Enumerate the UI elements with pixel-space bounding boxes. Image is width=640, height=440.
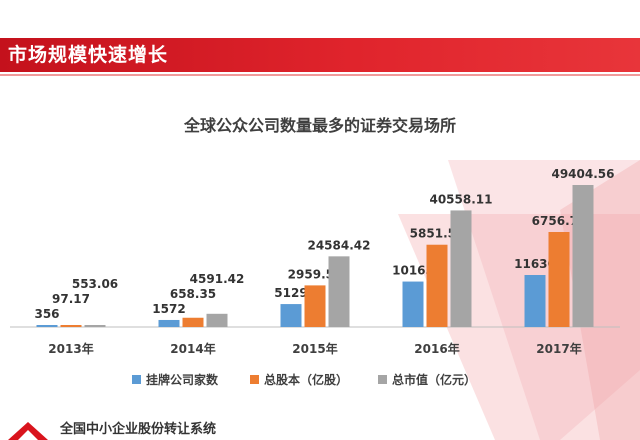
data-label: 658.35 bbox=[170, 287, 216, 301]
bar-1-1 bbox=[36, 325, 58, 327]
bar-1-2 bbox=[158, 319, 180, 327]
bar-1-3 bbox=[280, 304, 302, 327]
data-label: 4591.42 bbox=[190, 272, 245, 286]
bar-2-4 bbox=[426, 244, 448, 327]
data-label: 49404.56 bbox=[551, 167, 614, 181]
data-label: 10163 bbox=[392, 264, 434, 278]
x-tick-label: 2017年 bbox=[536, 341, 581, 356]
page-title: 市场规模快速增长 bbox=[8, 44, 169, 66]
data-label: 40558.11 bbox=[429, 192, 492, 206]
data-label: 5129 bbox=[274, 286, 307, 300]
bar-2-5 bbox=[548, 232, 570, 327]
header-divider bbox=[0, 74, 640, 76]
data-label: 11630 bbox=[514, 257, 556, 271]
bar-2-1 bbox=[60, 325, 82, 327]
bar-2-3 bbox=[304, 285, 326, 327]
legend-label: 总市值（亿元） bbox=[392, 372, 476, 387]
bar-1-4 bbox=[402, 281, 424, 327]
bar-3-2 bbox=[206, 313, 228, 327]
data-label: 356 bbox=[34, 307, 59, 321]
data-label: 553.06 bbox=[72, 277, 118, 291]
legend-swatch bbox=[250, 375, 259, 384]
data-label: 24584.42 bbox=[307, 238, 370, 252]
legend-swatch bbox=[378, 375, 387, 384]
bar-2-2 bbox=[182, 317, 204, 327]
legend-label: 挂牌公司家数 bbox=[146, 372, 219, 387]
x-tick-label: 2014年 bbox=[170, 341, 215, 356]
bar-3-3 bbox=[328, 256, 350, 327]
data-label: 97.17 bbox=[52, 292, 90, 306]
bar-3-4 bbox=[450, 210, 472, 327]
x-tick-label: 2015年 bbox=[292, 341, 337, 356]
footer-text: 全国中小企业股份转让系统 bbox=[60, 422, 217, 437]
legend-swatch bbox=[132, 375, 141, 384]
bar-1-5 bbox=[524, 275, 546, 327]
data-label: 1572 bbox=[152, 302, 185, 316]
x-tick-label: 2016年 bbox=[414, 341, 459, 356]
bar-3-5 bbox=[572, 185, 594, 327]
chart-title: 全球公众公司数量最多的证券交易场所 bbox=[183, 116, 456, 135]
logo-icon bbox=[8, 422, 48, 440]
legend-label: 总股本（亿股） bbox=[264, 372, 348, 387]
x-tick-label: 2013年 bbox=[48, 341, 93, 356]
header-bar: 市场规模快速增长 bbox=[0, 38, 640, 72]
footer: 全国中小企业股份转让系统 bbox=[0, 418, 640, 440]
bar-3-1 bbox=[84, 325, 106, 327]
